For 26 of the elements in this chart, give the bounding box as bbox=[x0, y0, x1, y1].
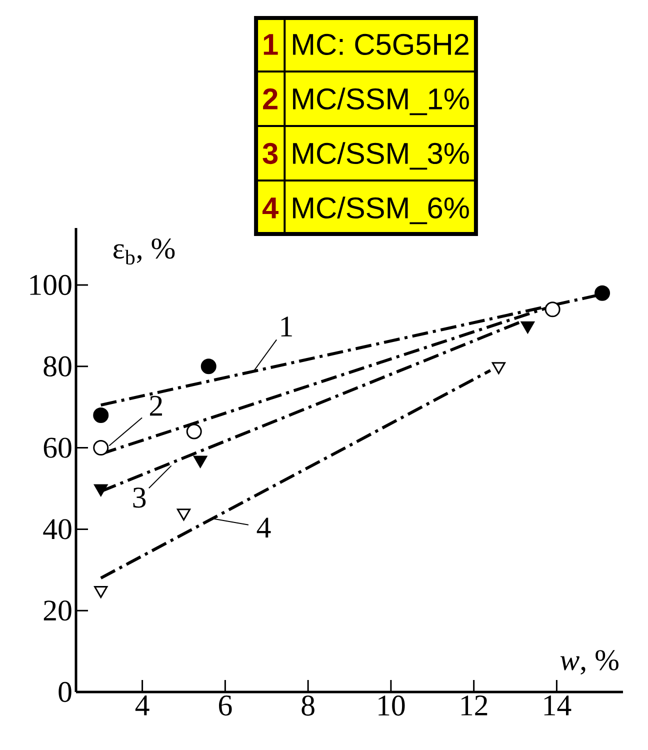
legend-label: MC: C5G5H2 bbox=[293, 34, 468, 56]
x-tick-label: 6 bbox=[218, 696, 232, 716]
annotation: 4 bbox=[256, 518, 271, 538]
annotation: 3 bbox=[133, 488, 146, 508]
legend-label: MC/SSM_3% bbox=[293, 142, 469, 170]
x-axis-title: w, % bbox=[560, 650, 618, 675]
y-axis-title: ε$_{b}$, % bbox=[113, 238, 175, 265]
x-tick-label: 4 bbox=[135, 696, 150, 716]
y-tick-label: 0 bbox=[58, 682, 72, 702]
x-tick-label: 12 bbox=[462, 696, 488, 716]
annotation: 2 bbox=[150, 396, 162, 416]
x-tick-label: 8 bbox=[302, 696, 314, 716]
legend-label: MC/SSM_1% bbox=[293, 88, 469, 116]
annotation: 1 bbox=[281, 316, 292, 336]
x-tick-label: 10 bbox=[378, 696, 405, 716]
text: 3 bbox=[262, 142, 278, 164]
y-tick-label: 20 bbox=[44, 600, 72, 621]
y-tick-label: 60 bbox=[44, 438, 72, 458]
text: 4 bbox=[262, 198, 278, 218]
y-tick-label: 80 bbox=[44, 356, 72, 376]
y-tick-label: 100 bbox=[30, 274, 72, 296]
y-tick-label: 40 bbox=[43, 519, 72, 540]
x-tick-label: 14 bbox=[544, 696, 572, 716]
text: 1 bbox=[264, 34, 278, 55]
text: 2 bbox=[263, 88, 278, 110]
legend-label: MC/SSM_6% bbox=[293, 196, 469, 224]
